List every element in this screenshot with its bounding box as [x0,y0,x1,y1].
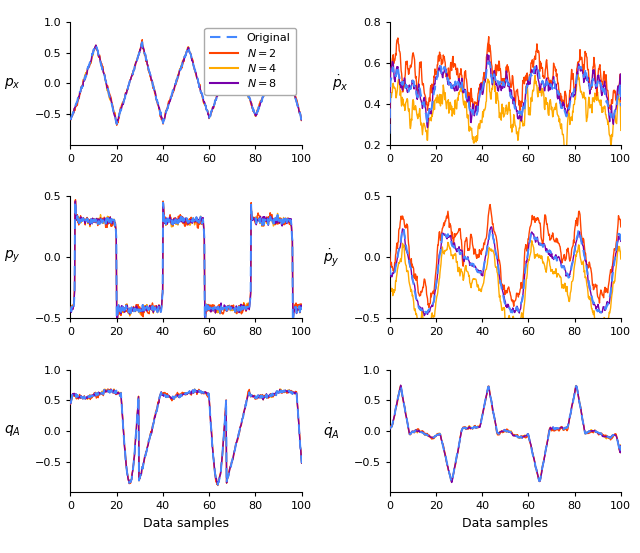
Legend: Original, $\mathit{N}=2$, $\mathit{N}=4$, $\mathit{N}=8$: Original, $\mathit{N}=2$, $\mathit{N}=4$… [204,28,296,95]
Y-axis label: $p_y$: $p_y$ [4,249,20,265]
X-axis label: Data samples: Data samples [462,517,548,530]
Y-axis label: $\dot{p}_y$: $\dot{p}_y$ [323,247,340,268]
Y-axis label: $p_x$: $p_x$ [4,76,20,91]
Y-axis label: $\dot{q}_A$: $\dot{q}_A$ [323,421,340,441]
X-axis label: Data samples: Data samples [143,517,229,530]
Y-axis label: $q_A$: $q_A$ [4,424,20,439]
Y-axis label: $\dot{p}_x$: $\dot{p}_x$ [332,74,349,93]
